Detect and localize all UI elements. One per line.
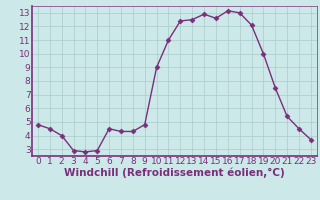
X-axis label: Windchill (Refroidissement éolien,°C): Windchill (Refroidissement éolien,°C) <box>64 168 285 178</box>
